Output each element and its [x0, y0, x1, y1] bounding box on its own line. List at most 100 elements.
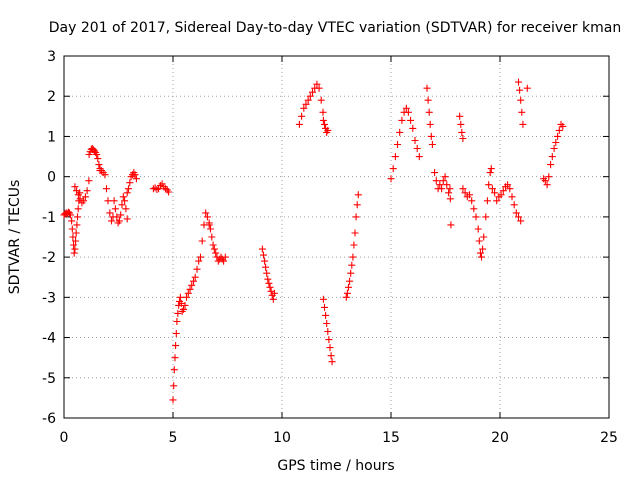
data-point — [111, 205, 119, 213]
data-point — [436, 181, 444, 189]
data-point — [485, 181, 493, 189]
data-point — [262, 263, 270, 271]
data-point — [169, 396, 177, 404]
data-point — [518, 108, 526, 116]
data-point — [517, 96, 525, 104]
data-point — [258, 245, 266, 253]
plot-frame — [63, 55, 610, 419]
data-point — [457, 120, 465, 128]
data-point — [407, 116, 415, 124]
data-point — [439, 177, 447, 185]
data-point — [298, 112, 306, 120]
data-point — [198, 237, 206, 245]
data-point — [345, 283, 352, 291]
data-point — [221, 253, 229, 261]
data-point — [91, 147, 98, 155]
data-point — [475, 237, 483, 245]
data-point — [427, 132, 435, 140]
data-point — [123, 189, 131, 197]
x-tick-label: 10 — [273, 430, 291, 446]
data-point — [324, 126, 332, 134]
data-point — [547, 161, 555, 169]
data-point — [184, 289, 192, 297]
data-point — [446, 185, 454, 193]
data-point — [174, 309, 182, 317]
data-point — [466, 191, 473, 199]
data-point — [348, 261, 356, 269]
data-point — [447, 221, 455, 229]
data-point — [165, 188, 173, 196]
data-point — [126, 179, 134, 187]
data-point — [304, 96, 312, 104]
data-point — [197, 253, 204, 261]
data-point — [424, 96, 432, 104]
data-point — [80, 197, 88, 205]
data-points — [60, 78, 567, 404]
data-point — [497, 191, 505, 199]
data-point — [517, 217, 525, 225]
data-point — [115, 217, 123, 225]
data-point — [85, 177, 93, 185]
data-point — [523, 84, 531, 92]
data-point — [327, 352, 335, 360]
data-point — [74, 213, 81, 221]
data-point — [183, 293, 190, 301]
x-axis-label: GPS time / hours — [277, 458, 394, 474]
data-point — [261, 257, 269, 265]
data-point — [432, 177, 440, 185]
data-point — [319, 116, 327, 124]
x-tick-label: 20 — [491, 430, 509, 446]
data-point — [323, 320, 331, 327]
y-tick-label: 3 — [47, 49, 56, 65]
data-point — [209, 241, 217, 249]
data-point — [548, 153, 556, 161]
data-point — [190, 277, 197, 285]
data-point — [351, 229, 359, 237]
data-point — [117, 211, 125, 219]
data-point — [73, 221, 81, 229]
data-point — [353, 201, 361, 209]
data-point — [402, 104, 410, 112]
data-point — [260, 251, 267, 259]
data-point — [446, 195, 454, 203]
data-point — [515, 78, 522, 86]
y-tick-label: 2 — [47, 89, 56, 105]
data-point — [302, 100, 310, 108]
data-point — [431, 169, 439, 177]
data-point — [317, 96, 325, 104]
data-point — [313, 80, 321, 88]
data-point — [552, 139, 560, 146]
data-point — [266, 283, 274, 291]
data-point — [488, 185, 496, 193]
data-point — [181, 301, 189, 309]
data-point — [72, 237, 80, 245]
data-point — [68, 225, 76, 233]
data-point — [423, 84, 431, 92]
data-point — [461, 189, 469, 197]
y-tick-label: 0 — [47, 170, 56, 186]
data-point — [491, 189, 499, 197]
data-point — [468, 197, 476, 205]
data-point — [119, 193, 127, 201]
x-tick-label: 5 — [169, 430, 178, 446]
data-point — [195, 257, 203, 265]
data-point — [177, 299, 185, 307]
data-point — [205, 221, 213, 229]
data-point — [480, 233, 488, 241]
data-point — [113, 213, 121, 221]
data-point — [67, 211, 74, 219]
data-point — [508, 193, 516, 201]
data-point — [325, 336, 333, 344]
y-tick-label: -5 — [42, 371, 56, 387]
data-point — [156, 182, 164, 189]
data-point — [71, 245, 79, 253]
data-point — [191, 273, 199, 281]
grid — [64, 56, 609, 418]
data-point — [321, 120, 328, 128]
data-point — [483, 197, 491, 205]
data-point — [207, 225, 214, 233]
data-point — [459, 135, 467, 142]
data-point — [172, 342, 180, 350]
data-point — [74, 191, 82, 199]
